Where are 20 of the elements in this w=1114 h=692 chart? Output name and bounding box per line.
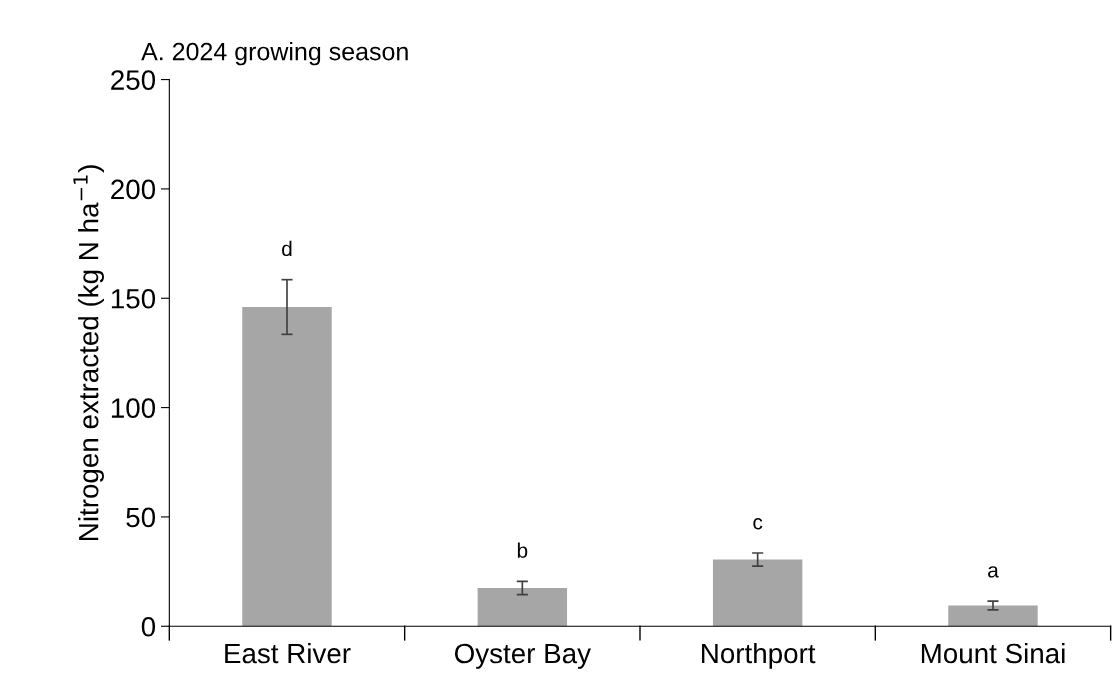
annotation: c	[753, 518, 763, 530]
bar	[242, 307, 332, 627]
x-tick-label: Oyster Bay	[454, 643, 591, 669]
bar	[712, 559, 803, 627]
y-tick-label: 150	[111, 288, 156, 309]
y-tick-label: 0	[141, 616, 156, 637]
bar	[948, 605, 1038, 627]
bar	[477, 587, 568, 627]
chart-title: A. 2024 growing season	[141, 42, 408, 66]
y-tick-label: 50	[126, 507, 156, 528]
x-tick-label: East River	[225, 642, 351, 664]
y-tick-label: 200	[111, 179, 156, 200]
y-axis-title: Nitrogen extracted (kg N ha$^{−1}$)	[73, 165, 104, 540]
x-tick-label: Northport	[702, 642, 816, 669]
x-tick-label: Mount Sinai	[921, 642, 1065, 664]
annotation: b	[517, 542, 528, 558]
y-tick-label: 100	[111, 398, 156, 418]
annotation: d	[282, 240, 292, 257]
annotation: a	[988, 566, 999, 578]
y-tick-label: 250	[111, 70, 156, 90]
